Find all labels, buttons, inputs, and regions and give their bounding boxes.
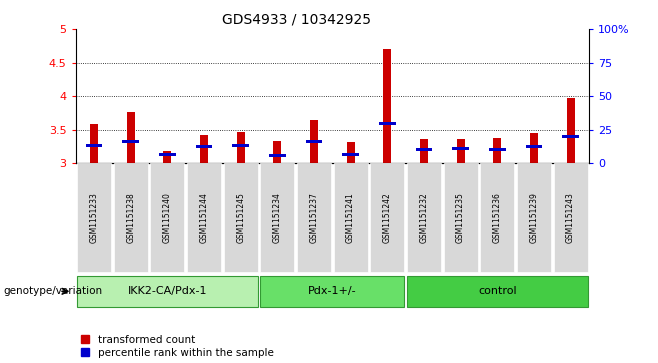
Bar	[273, 141, 282, 163]
Legend: transformed count, percentile rank within the sample: transformed count, percentile rank withi…	[81, 335, 274, 358]
Bar	[310, 120, 318, 163]
Text: GSM1151235: GSM1151235	[456, 192, 465, 243]
Bar	[269, 154, 286, 157]
Bar	[126, 112, 135, 163]
Bar	[342, 153, 359, 156]
Text: GDS4933 / 10342925: GDS4933 / 10342925	[222, 13, 370, 27]
Text: genotype/variation: genotype/variation	[3, 286, 103, 296]
Bar	[416, 148, 432, 151]
Bar	[420, 139, 428, 163]
Text: control: control	[478, 286, 517, 296]
Text: GSM1151236: GSM1151236	[493, 192, 502, 243]
Bar	[489, 148, 505, 151]
Bar	[232, 144, 249, 147]
Bar	[563, 135, 579, 138]
Text: GSM1151233: GSM1151233	[89, 192, 99, 243]
Text: Pdx-1+/-: Pdx-1+/-	[308, 286, 357, 296]
Text: IKK2-CA/Pdx-1: IKK2-CA/Pdx-1	[128, 286, 207, 296]
Text: GSM1151242: GSM1151242	[383, 192, 392, 243]
Bar	[90, 125, 98, 163]
Text: GSM1151240: GSM1151240	[163, 192, 172, 243]
Text: GSM1151243: GSM1151243	[566, 192, 575, 243]
Bar	[526, 145, 542, 148]
Bar	[237, 132, 245, 163]
Bar	[86, 144, 102, 147]
Bar	[379, 122, 395, 125]
Bar	[383, 49, 392, 163]
Bar	[567, 98, 574, 163]
Bar	[494, 138, 501, 163]
Bar	[452, 147, 469, 150]
Text: GSM1151232: GSM1151232	[419, 192, 428, 243]
Text: GSM1151244: GSM1151244	[199, 192, 209, 243]
Text: GSM1151245: GSM1151245	[236, 192, 245, 243]
Bar	[195, 145, 213, 148]
Text: GSM1151239: GSM1151239	[530, 192, 538, 243]
Text: GSM1151238: GSM1151238	[126, 192, 135, 243]
Text: GSM1151241: GSM1151241	[346, 192, 355, 243]
Bar	[347, 142, 355, 163]
Bar	[200, 135, 208, 163]
Text: GSM1151234: GSM1151234	[273, 192, 282, 243]
Bar	[306, 140, 322, 143]
Bar	[159, 153, 176, 156]
Bar	[530, 133, 538, 163]
Bar	[122, 140, 139, 143]
Bar	[163, 151, 171, 163]
Bar	[457, 139, 465, 163]
Text: GSM1151237: GSM1151237	[309, 192, 318, 243]
